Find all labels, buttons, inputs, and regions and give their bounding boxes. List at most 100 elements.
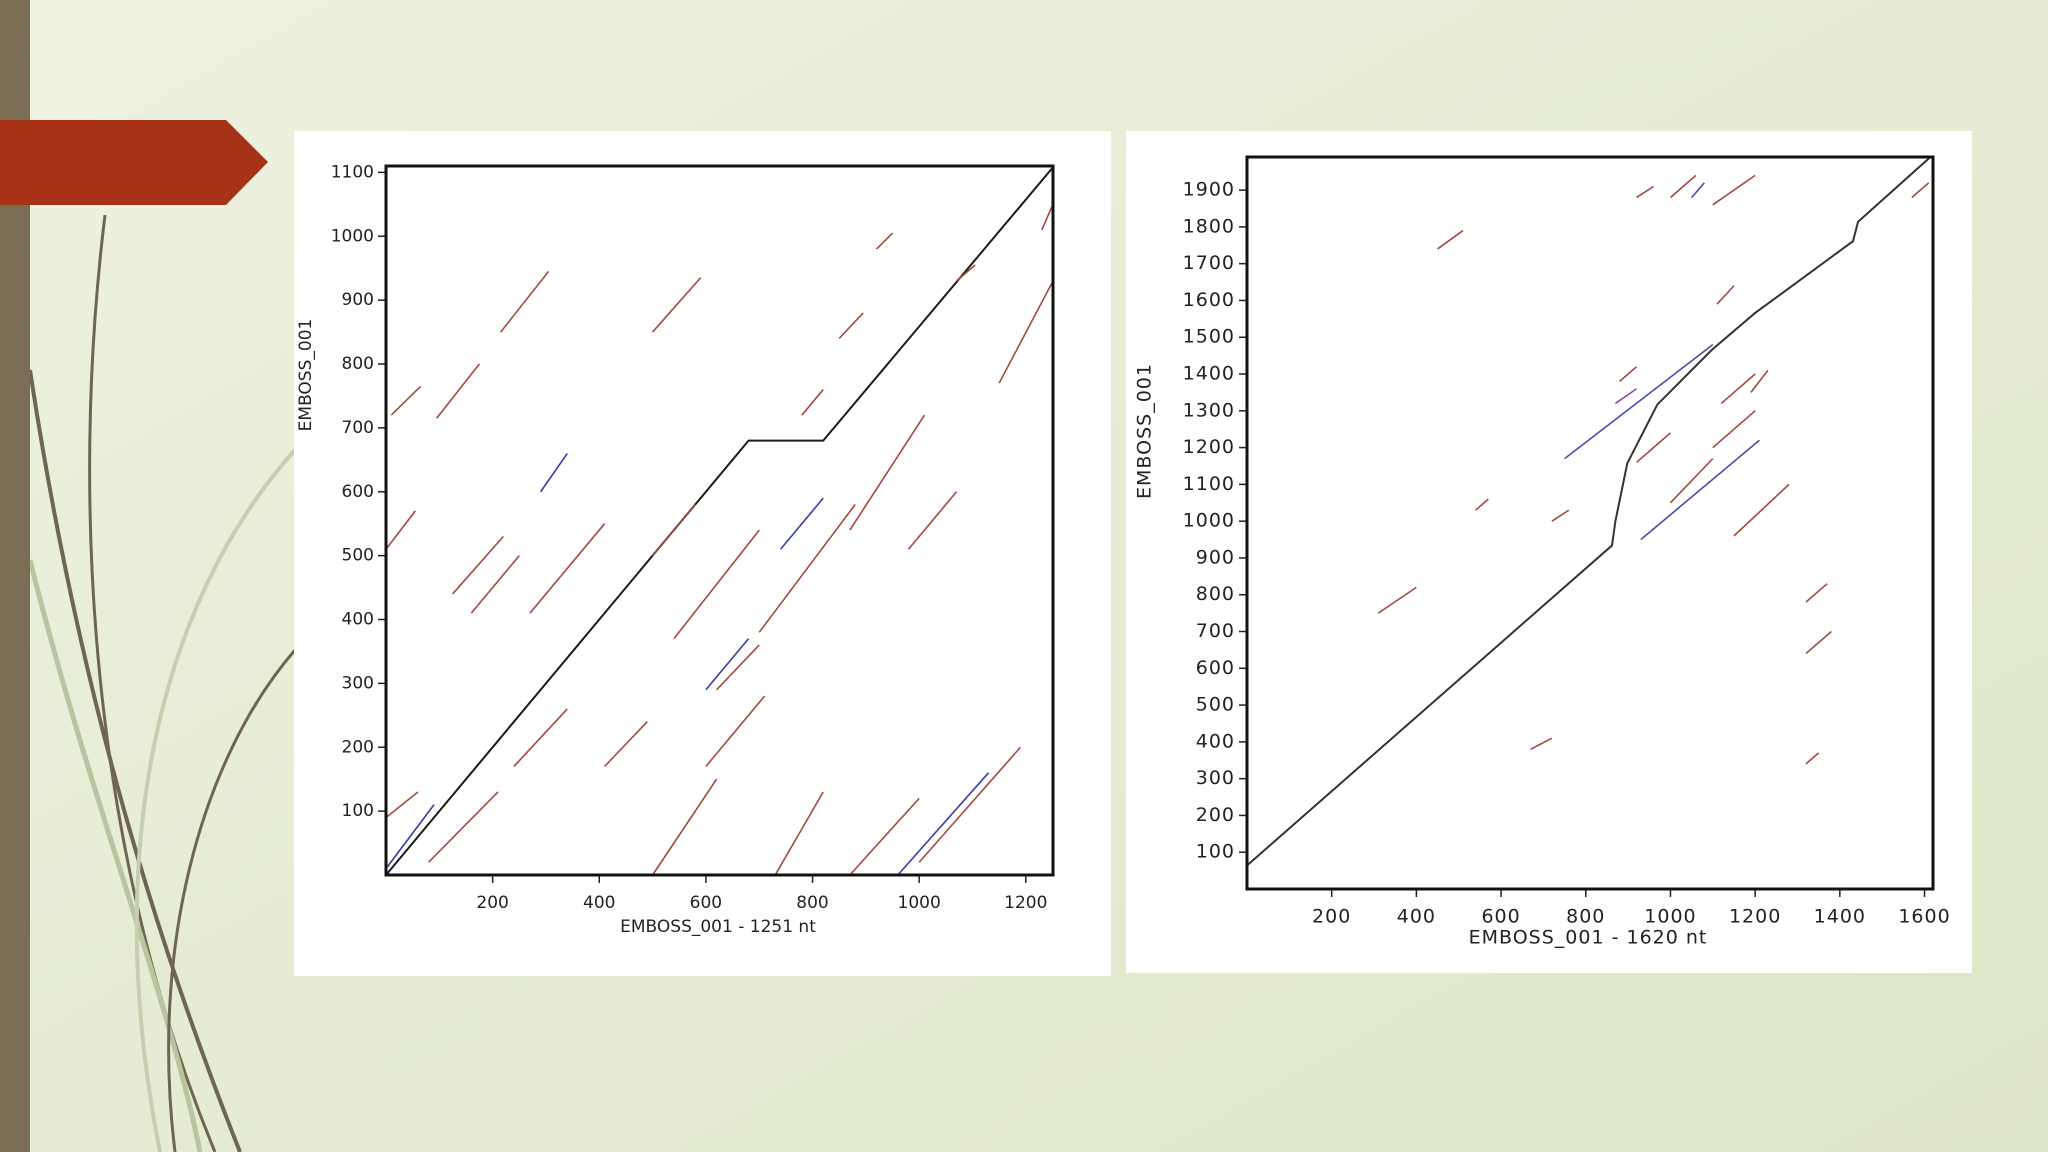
y-tick-label: 1500 xyxy=(1183,326,1235,348)
dot-plot-line xyxy=(1640,439,1760,541)
dot-plot-line xyxy=(651,778,718,876)
x-tick-label: 1000 xyxy=(1644,906,1696,928)
dot-plot-line xyxy=(1246,155,1932,867)
y-tick-label: 100 xyxy=(1196,841,1235,863)
x-axis-label: EMBOSS_001 - 1620 nt xyxy=(1469,927,1708,949)
dot-plot-line xyxy=(385,166,1054,876)
y-tick-label: 1300 xyxy=(1183,399,1235,421)
dot-plot-line xyxy=(385,510,416,550)
y-tick-label: 1200 xyxy=(1183,436,1235,458)
dot-plot-line xyxy=(774,791,824,876)
dot-plot-line xyxy=(1636,432,1671,463)
y-tick-label: 700 xyxy=(342,418,374,438)
dot-plot-line xyxy=(500,270,550,333)
dot-plot-line xyxy=(849,797,920,876)
y-tick-label: 600 xyxy=(1196,657,1235,679)
dot-plot-line xyxy=(1636,185,1654,199)
x-tick-label: 1200 xyxy=(1729,906,1781,928)
dot-plot-line xyxy=(436,363,480,419)
x-tick-label: 200 xyxy=(476,893,508,913)
dot-plot-line xyxy=(1669,174,1697,199)
y-tick-label: 500 xyxy=(342,546,374,566)
x-tick-label: 1200 xyxy=(1004,893,1047,913)
y-tick-label: 300 xyxy=(1196,767,1235,789)
dot-plot-line xyxy=(1805,583,1828,603)
dot-plot-line xyxy=(1733,483,1790,537)
dot-plot-line xyxy=(838,312,864,340)
dot-plot-line xyxy=(779,497,824,550)
dot-plot-line xyxy=(1716,285,1735,305)
x-tick-label: 800 xyxy=(1566,906,1605,928)
x-tick-label: 800 xyxy=(796,893,828,913)
y-tick-label: 200 xyxy=(342,737,374,757)
dot-plot-line xyxy=(907,491,958,550)
dot-plot-line xyxy=(1377,586,1417,614)
dot-plot-line xyxy=(1530,737,1553,750)
y-tick-label: 400 xyxy=(1196,730,1235,752)
x-tick-label: 600 xyxy=(690,893,722,913)
y-tick-label: 200 xyxy=(1196,804,1235,826)
dot-plot-line xyxy=(1712,410,1756,449)
dot-plot-line xyxy=(897,772,990,876)
y-tick-label: 1800 xyxy=(1183,215,1235,237)
y-tick-label: 1000 xyxy=(331,226,374,246)
y-tick-label: 800 xyxy=(1196,583,1235,605)
dot-plot-line xyxy=(1551,509,1570,522)
dot-plot-line xyxy=(1805,630,1832,655)
y-tick-label: 800 xyxy=(342,354,374,374)
x-tick-label: 1400 xyxy=(1814,906,1866,928)
x-tick-label: 1600 xyxy=(1898,906,1950,928)
dot-plot-line xyxy=(849,414,926,531)
dot-plot-line xyxy=(801,389,824,416)
dot-plot-line xyxy=(604,721,648,767)
dot-plot-line xyxy=(1669,458,1714,504)
dot-plot-line xyxy=(1805,752,1820,765)
dot-plot-line xyxy=(539,452,568,493)
y-tick-label: 1700 xyxy=(1183,252,1235,274)
charts: 100 200 300 400 500 600 700 800 900 1000 1100 200 40… xyxy=(296,155,1950,949)
x-tick-label: 400 xyxy=(583,893,615,913)
y-axis-label: EMBOSS_001 xyxy=(296,319,316,432)
dot-plot-line xyxy=(529,523,606,614)
chart-panel xyxy=(294,131,1111,976)
dot-plot-line xyxy=(758,504,856,633)
dot-plot-line xyxy=(1619,366,1638,382)
dot-plot-line xyxy=(390,385,422,416)
dot-plot-line xyxy=(875,232,894,250)
dot-plot-line xyxy=(673,529,760,640)
dot-plot-line xyxy=(1911,182,1930,199)
dot-plot-line xyxy=(1720,373,1756,405)
dot-plot-line xyxy=(955,264,976,282)
x-axis-label: EMBOSS_001 - 1251 nt xyxy=(620,917,816,937)
x-tick-label: 200 xyxy=(1312,906,1351,928)
x-tick-label: 1000 xyxy=(898,893,941,913)
dot-plot-line xyxy=(1475,498,1489,511)
dot-plot-line xyxy=(998,280,1054,384)
dot-plot-line xyxy=(513,708,568,767)
x-tick-label: 600 xyxy=(1481,906,1520,928)
decoration xyxy=(27,214,297,1152)
dot-plot-line xyxy=(1614,388,1638,405)
y-tick-label: 300 xyxy=(342,673,374,693)
y-tick-label: 1400 xyxy=(1183,363,1235,385)
dot-plot-line xyxy=(715,644,760,691)
title-arrow xyxy=(0,120,268,205)
dot-plot-line xyxy=(705,638,750,691)
dot-plot-line xyxy=(1712,174,1756,206)
dot-plot-line xyxy=(1564,343,1714,460)
y-tick-label: 1900 xyxy=(1183,179,1235,201)
dot-plot-line xyxy=(452,535,504,595)
dot-plot-line xyxy=(1041,204,1054,231)
dot-plot-line xyxy=(1691,182,1705,198)
dot-plot-line xyxy=(1750,369,1769,393)
plot-frame xyxy=(384,164,1055,877)
dot-plot-line xyxy=(651,504,696,557)
x-tick-label: 400 xyxy=(1397,906,1436,928)
chart-panel xyxy=(1126,131,1972,973)
dot-plot-line xyxy=(385,804,435,870)
plot-frame xyxy=(1245,155,1935,891)
y-axis-label: EMBOSS_001 xyxy=(1134,363,1156,499)
dot-plot-line xyxy=(428,791,499,863)
